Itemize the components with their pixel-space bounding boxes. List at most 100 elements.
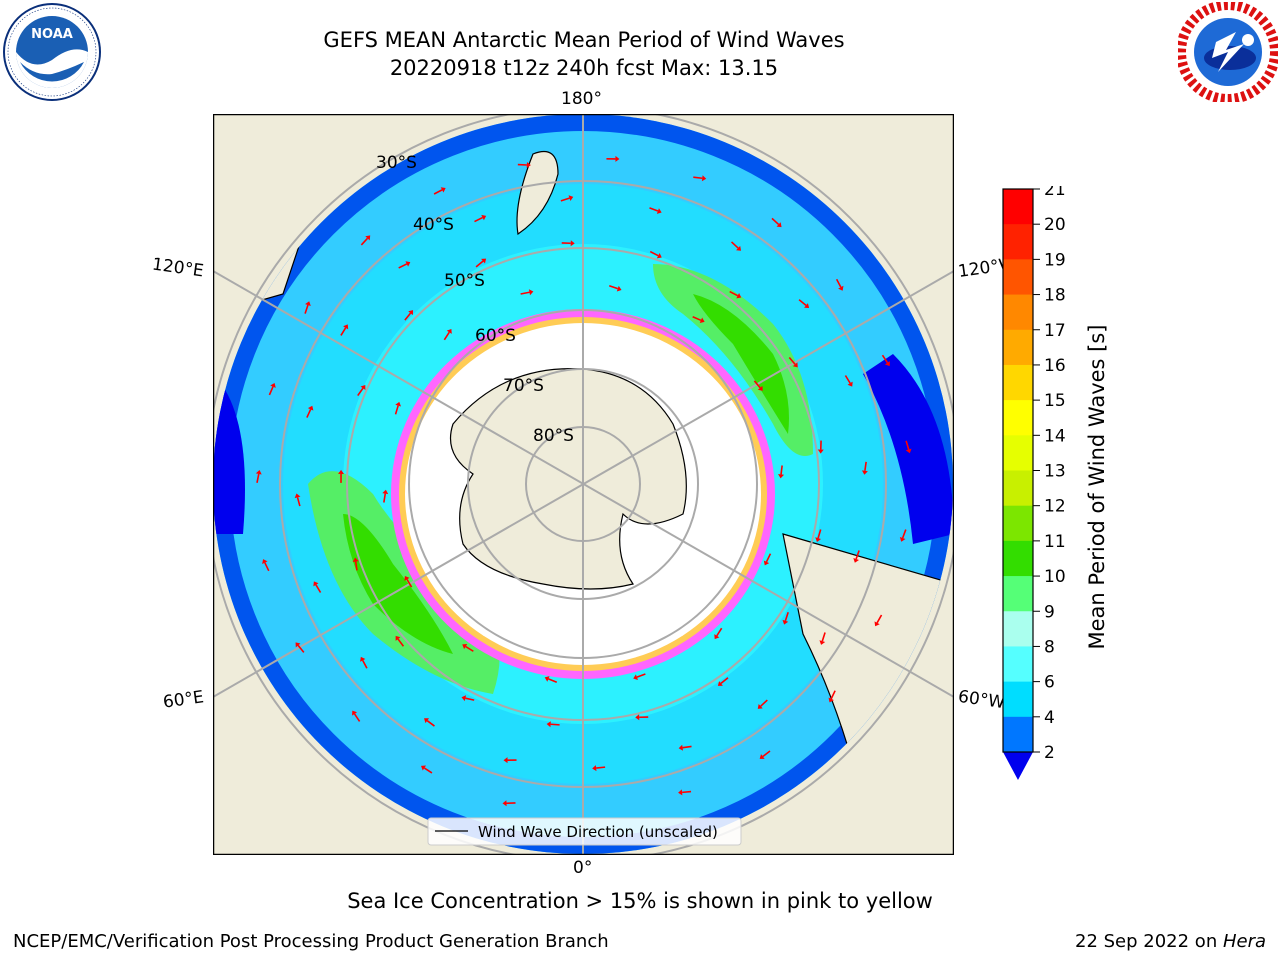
colorbar-tick-label: 15 [1044,391,1066,411]
wave-direction-arrow [474,216,483,223]
colorbar-band [1003,364,1033,401]
wave-direction-arrow [306,409,312,418]
wave-direction-arrowhead [736,292,742,299]
wind-wave-arrows [255,155,912,807]
wave-direction-arrowhead [905,448,912,454]
wave-direction-arrowhead [701,175,707,182]
colorbar-band [1003,435,1033,471]
wave-direction-arrow [397,638,405,647]
wave-direction-arrow [798,299,807,307]
wave-direction-arrow [821,632,826,642]
wave-direction-arrowhead [757,703,763,709]
wave-direction-arrowhead [884,361,890,367]
wave-direction-arrowhead [503,757,508,764]
wave-direction-arrow [771,217,780,226]
wave-direction-arrow [264,562,270,572]
colorbar-tick-label: 18 [1044,286,1066,306]
wave-direction-arrowhead [313,581,319,587]
colorbar-tick-label: 6 [1044,673,1055,693]
wave-direction-arrow [315,584,322,593]
colorbar-tick-label: 20 [1044,215,1066,235]
wave-direction-arrowhead [481,214,487,221]
wave-direction-arrow [360,237,369,246]
wave-direction-arrow [716,627,723,637]
colorbar-band [1003,470,1033,507]
wave-direction-arrow [864,461,867,471]
wave-direction-arrow [881,354,889,364]
colorbar-tick-label: 17 [1044,321,1066,341]
footer-host: Hera [1222,931,1266,952]
wave-direction-arrow [426,720,435,727]
wave-direction-arrowhead [395,401,402,407]
colorbar-tick-label: 8 [1044,637,1055,657]
wave-direction-arrowhead [861,470,868,475]
colorbar-tick-label: 4 [1044,708,1055,728]
colorbar-tick-label: 21 [1044,186,1066,200]
map-panel: 30°S 40°S 50°S 60°S 70°S 80°S Wind Wave … [213,114,954,855]
wave-direction-arrowhead [255,470,262,475]
wave-direction-arrow [357,387,364,397]
colorbar-tick-label: 19 [1044,250,1066,270]
lat-label-80s: 80°S [533,426,574,446]
colorbar-band [1003,189,1033,225]
colorbar-tick-label: 10 [1044,567,1066,587]
wave-direction-arrow [443,331,450,341]
wave-direction-arrow [296,497,301,507]
wave-direction-arrow [406,578,413,588]
wave-direction-arrowhead [874,621,880,627]
wave-direction-arrow [297,644,305,653]
wave-direction-arrowhead [635,714,640,721]
colorbar-tick-label: 11 [1044,532,1066,552]
wave-direction-arrow [844,375,851,384]
wave-direction-arrowhead [461,695,467,702]
wave-direction-arrow [394,405,399,415]
wave-direction-arrowhead [343,324,349,330]
wave-direction-arrow [596,766,606,769]
wave-direction-arrowhead [763,560,770,566]
lon-label-60w: 60°W [956,686,1007,714]
ice-caption: Sea Ice Concentration > 15% is shown in … [347,889,933,913]
wave-direction-arrow [636,673,646,678]
wave-direction-arrow [340,327,347,336]
wave-direction-arrow [855,550,860,560]
wave-direction-arrowhead [395,635,401,641]
lat-label-70s: 70°S [503,376,544,396]
wave-direction-arrow [404,312,412,321]
colorbar-band [1003,681,1033,718]
colorbar: 21 20 19 18 17 16 15 14 13 12 11 10 9 8 6 4 2 [1002,186,1066,780]
wave-direction-arrow [693,176,703,180]
wave-direction-arrowhead [307,405,314,411]
wave-direction-arrow [256,473,260,483]
wave-direction-arrow [784,612,789,622]
colorbar-tick-label: 14 [1044,426,1066,446]
colorbar-band [1003,646,1033,683]
wave-direction-arrow [765,553,772,563]
wave-direction-arrow [835,278,842,288]
wave-direction-arrow [729,290,739,297]
wave-direction-arrow [692,316,702,322]
wave-direction-arrow [268,386,274,396]
wave-direction-arrowhead [481,258,487,264]
new-zealand-land [516,150,559,236]
colorbar-band [1003,540,1033,577]
wave-direction-arrow [905,440,910,450]
wave-direction-arrow [353,713,361,722]
wave-direction-arrow [304,304,309,314]
wave-direction-arrowhead [757,385,763,391]
wave-direction-arrowhead [365,235,371,241]
wave-direction-arrowhead [546,721,551,728]
svg-text:NOAA: NOAA [31,27,73,42]
lat-label-40s: 40°S [413,215,454,235]
lat-label-50s: 50°S [444,271,485,291]
wave-direction-arrowhead [360,385,366,391]
wave-direction-arrowhead [424,718,430,724]
wave-direction-arrowhead [360,656,366,662]
wave-direction-arrowhead [736,245,742,251]
wave-direction-arrow [548,678,558,684]
wave-direction-arrow [753,380,761,389]
lon-label-120e: 120°E [150,254,205,282]
colorbar-extend-min [1003,752,1033,780]
wave-direction-arrowhead [828,697,834,703]
wave-direction-arrowhead [678,744,684,751]
wave-direction-arrow [649,207,659,212]
